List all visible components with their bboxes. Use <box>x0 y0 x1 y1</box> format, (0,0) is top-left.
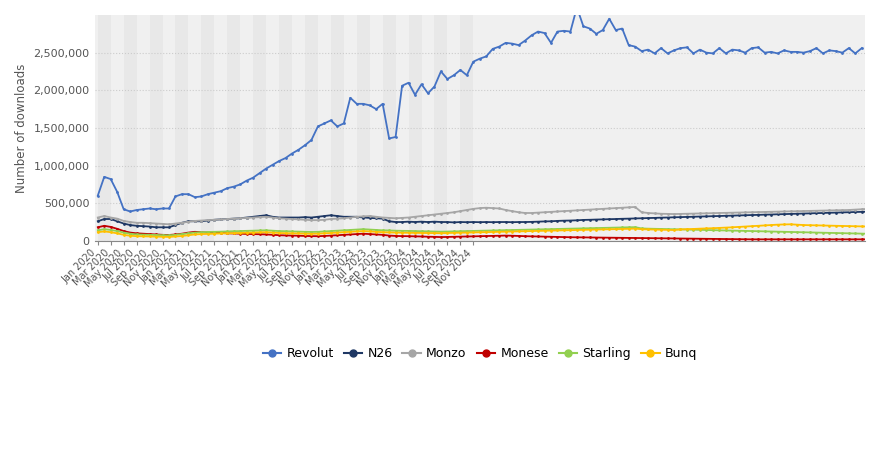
Revolut <box>759 50 770 56</box>
Bunq <box>863 224 874 229</box>
Line: Starling: Starling <box>97 226 869 237</box>
Bar <box>279 15 292 241</box>
Monzo <box>850 207 861 212</box>
Starling <box>630 224 641 230</box>
Monese <box>99 223 109 228</box>
Line: N26: N26 <box>97 210 869 229</box>
N26 <box>92 218 103 224</box>
Revolut <box>339 121 349 126</box>
Line: Monzo: Monzo <box>97 206 869 226</box>
Starling <box>636 226 647 231</box>
N26 <box>260 212 271 218</box>
Monese <box>260 232 271 237</box>
Bunq <box>785 222 796 227</box>
Monese <box>850 237 861 242</box>
Monzo <box>92 215 103 220</box>
N26 <box>150 225 161 230</box>
Bar <box>98 15 111 241</box>
Bar <box>422 15 435 241</box>
Bar <box>370 15 383 241</box>
Starling <box>92 228 103 233</box>
Bar <box>473 15 862 241</box>
Monzo <box>863 206 874 212</box>
Bar <box>124 15 136 241</box>
Bar <box>460 15 473 241</box>
Monese <box>863 237 874 242</box>
Starling <box>260 228 271 233</box>
Bar <box>344 15 356 241</box>
Bar <box>331 15 344 241</box>
Bar <box>163 15 175 241</box>
Line: Monese: Monese <box>97 224 869 241</box>
Starling <box>164 233 174 238</box>
Bar <box>136 15 150 241</box>
Bunq <box>260 229 271 235</box>
Bunq <box>92 229 103 235</box>
Monzo <box>714 210 724 216</box>
N26 <box>526 219 537 225</box>
N26 <box>306 215 317 220</box>
N26 <box>630 216 641 221</box>
Revolut <box>546 40 556 46</box>
Bar <box>383 15 396 241</box>
Revolut <box>721 51 731 56</box>
Bar <box>447 15 460 241</box>
Line: Bunq: Bunq <box>97 223 869 238</box>
Revolut <box>572 5 583 10</box>
Bar <box>408 15 422 241</box>
Bar <box>292 15 305 241</box>
N26 <box>708 213 718 219</box>
Starling <box>850 231 861 236</box>
Monzo <box>164 222 174 227</box>
Monese <box>526 233 537 239</box>
Monzo <box>260 214 271 219</box>
Bar <box>150 15 163 241</box>
Revolut <box>92 193 103 198</box>
Bar <box>435 15 447 241</box>
Bunq <box>306 231 317 237</box>
Starling <box>863 231 874 237</box>
Bar <box>188 15 202 241</box>
Bunq <box>164 234 174 240</box>
Revolut <box>254 170 265 176</box>
Line: Revolut: Revolut <box>97 6 863 213</box>
Bar <box>227 15 240 241</box>
Bar <box>175 15 188 241</box>
Monese <box>306 233 317 239</box>
Monese <box>708 236 718 242</box>
Bar <box>202 15 215 241</box>
Starling <box>306 229 317 235</box>
Revolut <box>856 46 867 51</box>
Revolut <box>663 51 673 56</box>
Monzo <box>306 217 317 223</box>
Bar <box>253 15 266 241</box>
N26 <box>844 209 854 215</box>
Revolut <box>125 209 136 214</box>
Bunq <box>526 228 537 234</box>
Monzo <box>630 204 641 210</box>
Monzo <box>636 209 647 215</box>
Bunq <box>708 226 718 231</box>
Bar <box>305 15 318 241</box>
Y-axis label: Number of downloads: Number of downloads <box>15 63 28 192</box>
Bar <box>396 15 408 241</box>
Bar <box>356 15 370 241</box>
Bar <box>266 15 279 241</box>
N26 <box>863 209 874 214</box>
Legend: Revolut, N26, Monzo, Monese, Starling, Bunq: Revolut, N26, Monzo, Monese, Starling, B… <box>258 342 702 365</box>
Monzo <box>526 210 537 216</box>
Bunq <box>850 223 861 229</box>
Monese <box>746 237 757 242</box>
Monese <box>92 225 103 230</box>
Starling <box>526 227 537 233</box>
Bar <box>318 15 331 241</box>
Bar <box>240 15 253 241</box>
Bar <box>111 15 124 241</box>
Bar <box>215 15 227 241</box>
Starling <box>714 228 724 233</box>
Bunq <box>630 226 641 232</box>
Monese <box>630 235 641 241</box>
